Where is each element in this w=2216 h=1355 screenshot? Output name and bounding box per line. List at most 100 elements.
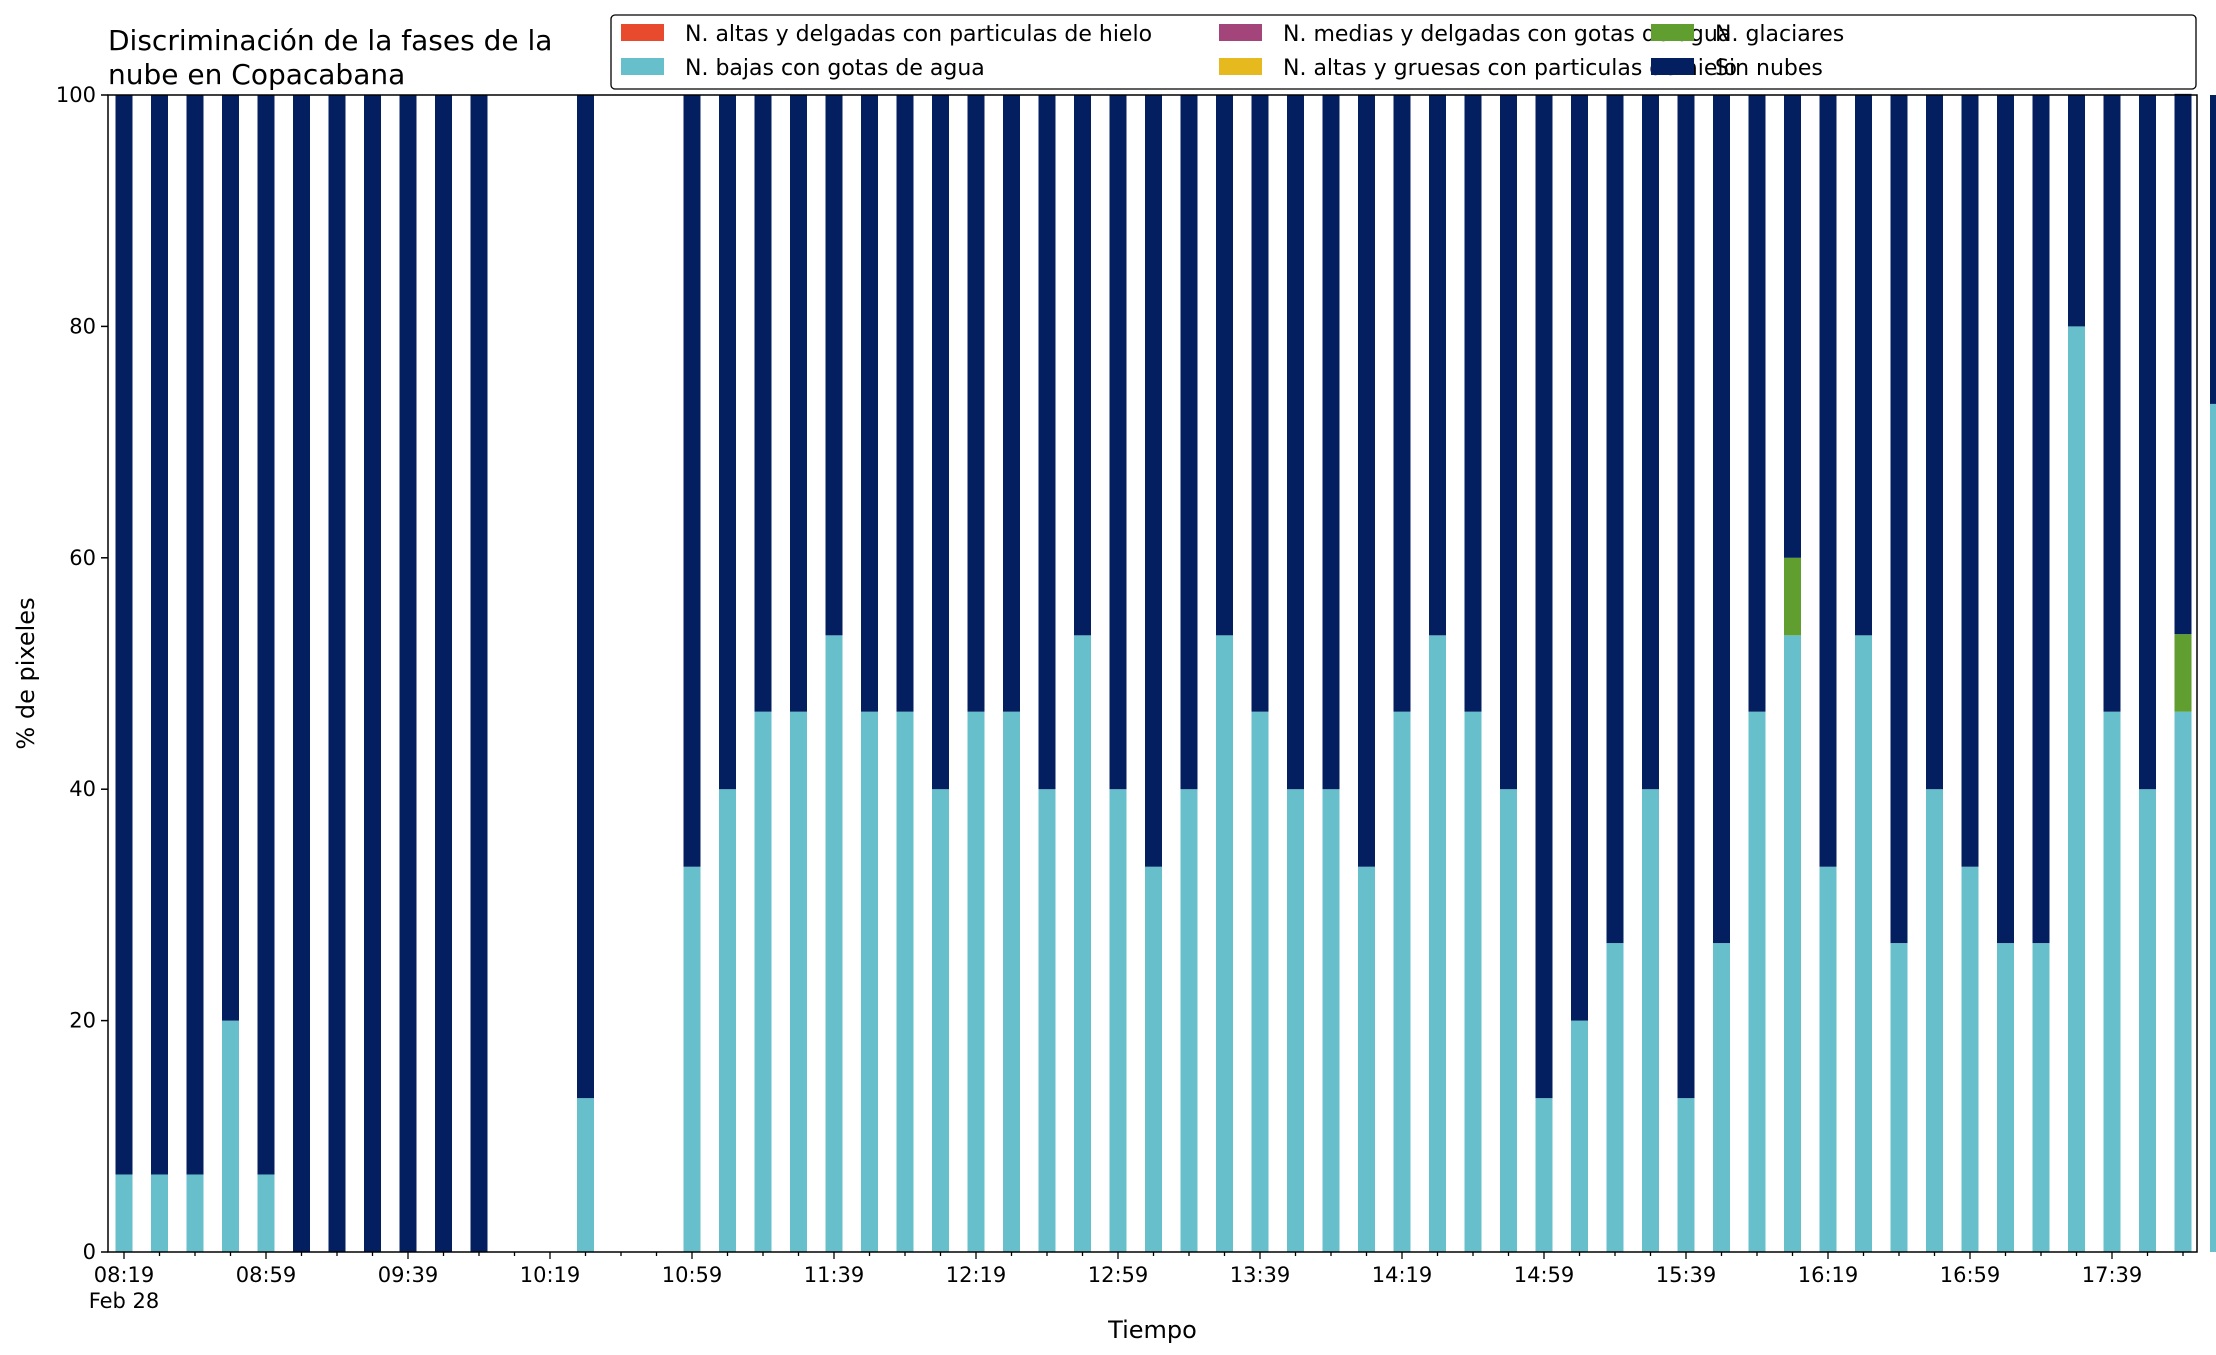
bar-segment: [1819, 866, 1837, 1252]
bar-segment: [1926, 789, 1943, 1252]
bar-segment: [1429, 95, 1446, 636]
legend-entry: N. glaciares: [1715, 22, 1844, 47]
bar-segment: [435, 95, 452, 1252]
bar-segment: [754, 711, 772, 1252]
bar-segment: [2068, 95, 2085, 327]
bar-segment: [1571, 1020, 1588, 1252]
x-tick-label: 15:39: [1656, 1263, 1717, 1287]
bar-segment: [1322, 789, 1340, 1252]
bar-segment: [151, 95, 168, 1175]
bar-segment: [364, 95, 381, 1252]
bar-segment: [2210, 403, 2216, 1252]
y-tick-label: 100: [56, 83, 96, 107]
bar-segment: [1571, 95, 1588, 1021]
bar-segment: [222, 95, 239, 1021]
bar-segment: [1393, 95, 1411, 712]
bar-segment: [1748, 95, 1766, 712]
bar-segment: [1180, 95, 1198, 790]
bar-segment: [1748, 711, 1766, 1252]
bar-segment: [328, 95, 346, 1252]
bar-segment: [1464, 95, 1482, 712]
bar-segment: [1713, 95, 1730, 944]
bar-segment: [1074, 635, 1091, 1252]
bar-segment: [896, 95, 914, 712]
bar-segment: [1535, 1098, 1553, 1252]
bar-segment: [1677, 1098, 1695, 1252]
bar-segment: [1358, 866, 1375, 1252]
chart-title-line-2: nube en Copacabana: [108, 58, 405, 91]
bar-segment: [1109, 789, 1127, 1252]
bar-segment: [1322, 95, 1340, 790]
bar-segment: [1997, 95, 2014, 944]
y-tick-label: 0: [83, 1240, 96, 1264]
bar-segment: [967, 95, 985, 712]
bar-segment: [1784, 557, 1801, 636]
bar-segment: [115, 95, 133, 1175]
x-tick-label: 16:19: [1798, 1263, 1859, 1287]
bar-segment: [1926, 95, 1943, 790]
bar-segment: [293, 95, 310, 1252]
legend-swatch: [1219, 58, 1262, 75]
bar-segment: [790, 95, 807, 712]
legend-box: [610, 14, 2197, 90]
x-tick-label: 10:59: [662, 1263, 723, 1287]
bar-segment: [1500, 95, 1517, 790]
bar-segment: [2103, 95, 2121, 712]
bar-segment: [861, 711, 878, 1252]
y-tick-label: 20: [69, 1009, 96, 1033]
bar-segment: [1961, 95, 1979, 867]
bar-segment: [1961, 866, 1979, 1252]
x-tick-label: 08:59: [236, 1263, 297, 1287]
bar-segment: [1251, 711, 1269, 1252]
bar-segment: [186, 1174, 204, 1252]
bar-segment: [1251, 95, 1269, 712]
legend-swatch: [621, 24, 664, 41]
bar-segment: [2068, 326, 2085, 1252]
bar-segment: [1500, 789, 1517, 1252]
chart-title-line-1: Discriminación de la fases de la: [108, 24, 552, 57]
bar-segment: [1038, 95, 1056, 790]
bar-segment: [1855, 95, 1872, 636]
bar-segment: [1819, 95, 1837, 867]
x-tick-label: 08:19: [94, 1263, 155, 1287]
bar-segment: [2139, 789, 2156, 1252]
bar-segment: [2174, 93, 2192, 635]
bar-segment: [932, 95, 949, 790]
x-date-label: Feb 28: [89, 1289, 160, 1313]
bar-segment: [754, 95, 772, 712]
bar-segment: [932, 789, 949, 1252]
bar-segment: [1393, 711, 1411, 1252]
bar-segment: [1145, 95, 1162, 867]
legend-swatch: [1651, 58, 1694, 75]
bar-segment: [186, 95, 204, 1175]
bar-segment: [861, 95, 878, 712]
bar-segment: [2210, 95, 2216, 404]
bar-segment: [222, 1020, 239, 1252]
bar-segment: [1997, 943, 2014, 1252]
bar-segment: [577, 1098, 594, 1252]
bar-segment: [1109, 95, 1127, 790]
bar-segment: [1606, 95, 1624, 944]
bar-segment: [2032, 943, 2050, 1252]
bar-segment: [257, 1174, 275, 1252]
bar-segment: [683, 866, 701, 1252]
bar-segment: [399, 95, 417, 1252]
bar-segment: [1429, 635, 1446, 1252]
bar-segment: [1003, 711, 1020, 1252]
bar-segment: [1180, 789, 1198, 1252]
x-tick-label: 09:39: [378, 1263, 439, 1287]
bar-segment: [1287, 95, 1304, 790]
bar-segment: [1890, 943, 1908, 1252]
bar-segment: [1216, 95, 1233, 636]
legend-entry: N. bajas con gotas de agua: [685, 56, 985, 81]
bar-segment: [1003, 95, 1020, 712]
bar-segment: [1216, 635, 1233, 1252]
bar-segment: [115, 1174, 133, 1252]
bar-segment: [2032, 95, 2050, 944]
bar-segment: [470, 95, 488, 1252]
bar-segment: [1038, 789, 1056, 1252]
bar-segment: [2139, 95, 2156, 790]
bar-segment: [257, 95, 275, 1175]
bar-segment: [683, 95, 701, 867]
